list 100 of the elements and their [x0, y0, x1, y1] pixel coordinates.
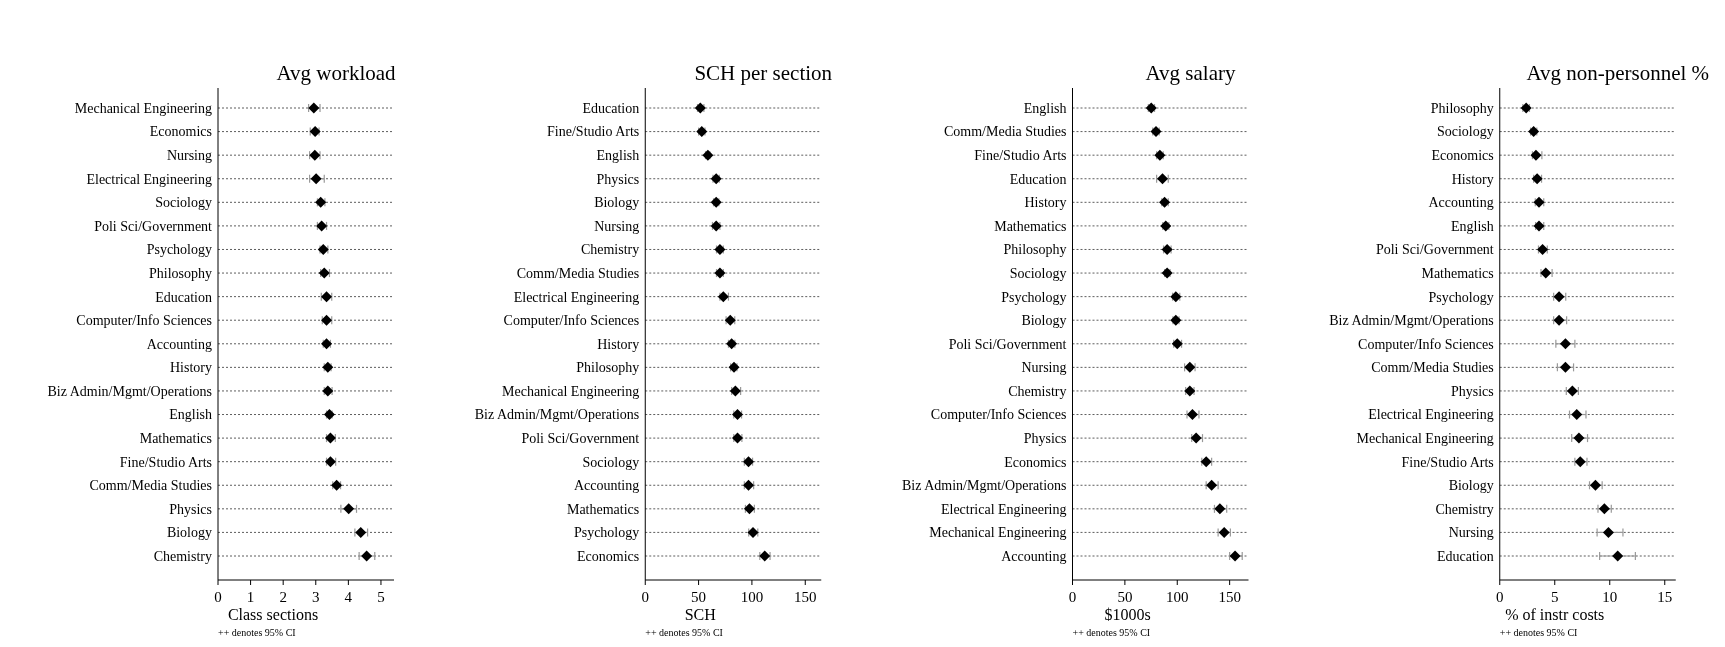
y-tick-label: Electrical Engineering: [1368, 407, 1494, 423]
point: [1571, 409, 1583, 421]
y-tick-label: Comm/Media Studies: [944, 124, 1067, 140]
y-tick-label: Mechanical Engineering: [929, 525, 1067, 541]
y-tick-label: English: [1023, 100, 1067, 116]
y-tick-label: Economics: [149, 124, 212, 140]
y-tick-label: Biology: [166, 525, 212, 541]
y-tick-label: Biz Admin/Mgmt/Operations: [1329, 313, 1494, 329]
y-tick-label: Education: [582, 100, 640, 116]
y-tick-label: Education: [1009, 171, 1067, 187]
y-tick-label: Physics: [169, 501, 212, 517]
x-axis-title: SCH: [684, 606, 717, 623]
point: [1559, 361, 1571, 373]
y-tick-label: Economics: [1004, 454, 1067, 470]
y-tick-label: Nursing: [1021, 360, 1067, 376]
chart-title: Avg non-personnel %: [1526, 61, 1710, 85]
y-tick-label: Electrical Engineering: [86, 171, 212, 187]
y-tick-label: Biz Admin/Mgmt/Operations: [47, 383, 212, 399]
y-tick-label: History: [1451, 171, 1494, 187]
y-tick-label: Poli Sci/Government: [94, 218, 213, 234]
x-tick-label: 10: [1602, 589, 1618, 605]
y-tick-label: Psychology: [146, 242, 212, 258]
y-tick-label: Comm/Media Studies: [516, 265, 640, 281]
y-tick-label: Biz Admin/Mgmt/Operations: [902, 478, 1067, 494]
y-tick-label: History: [597, 336, 640, 352]
y-tick-label: English: [169, 407, 212, 423]
y-tick-label: Chemistry: [1435, 501, 1494, 517]
point: [1612, 550, 1624, 562]
y-tick-label: History: [1024, 195, 1067, 211]
y-tick-label: Accounting: [146, 336, 212, 352]
y-tick-label: Fine/Studio Arts: [547, 124, 640, 140]
point: [1573, 432, 1585, 444]
x-tick-label: 0: [1496, 589, 1504, 605]
y-tick-label: Nursing: [594, 218, 640, 234]
x-tick-label: 50: [1117, 589, 1133, 605]
y-tick-label: Computer/Info Sciences: [503, 313, 640, 329]
text: ++ denotes 95% CI: [1072, 627, 1151, 638]
chart-title: Avg workload: [276, 61, 397, 85]
y-tick-label: Physics: [1023, 431, 1067, 447]
x-tick-label: 5: [377, 589, 385, 605]
y-tick-label: History: [170, 360, 212, 376]
y-tick-label: Poli Sci/Government: [948, 336, 1067, 352]
y-tick-label: Mechanical Engineering: [502, 383, 640, 399]
y-tick-label: Accounting: [1001, 548, 1067, 564]
x-tick-label: 150: [794, 589, 817, 605]
text: ++ denotes 95% CI: [645, 627, 723, 638]
y-tick-label: Chemistry: [153, 548, 212, 564]
y-tick-label: Mechanical Engineering: [1356, 431, 1494, 447]
x-axis-title: % of instr costs: [1505, 606, 1605, 623]
y-tick-label: Education: [1436, 548, 1494, 564]
y-tick-label: Philosophy: [148, 265, 212, 281]
x-tick-label: 150: [1218, 589, 1241, 605]
y-tick-label: Electrical Engineering: [513, 289, 640, 305]
y-tick-label: Poli Sci/Government: [1375, 242, 1494, 258]
x-tick-label: 3: [312, 589, 320, 605]
y-tick-label: Mathematics: [994, 218, 1067, 234]
y-tick-label: Economics: [577, 548, 640, 564]
x-tick-label: 5: [1551, 589, 1559, 605]
y-tick-label: Nursing: [166, 148, 212, 164]
x-axis-title: Class sections: [227, 606, 319, 623]
y-tick-label: Psychology: [573, 525, 640, 541]
y-tick-label: Philosophy: [576, 360, 640, 376]
point: [1559, 338, 1571, 350]
y-tick-label: Mathematics: [139, 431, 212, 447]
y-tick-label: Chemistry: [580, 242, 640, 258]
y-tick-label: Poli Sci/Government: [521, 431, 640, 447]
x-tick-label: 2: [279, 589, 287, 605]
chart-title: Avg salary: [1145, 61, 1236, 85]
y-tick-label: Mathematics: [1421, 265, 1494, 281]
text: ++ denotes 95% CI: [1499, 627, 1578, 638]
y-tick-label: Fine/Studio Arts: [974, 148, 1067, 164]
y-tick-label: Biology: [1448, 478, 1494, 494]
y-tick-label: Chemistry: [1008, 383, 1067, 399]
x-tick-label: 0: [1068, 589, 1077, 605]
y-tick-label: Sociology: [155, 195, 212, 211]
chart-title: SCH per section: [694, 61, 833, 85]
y-tick-label: English: [1450, 218, 1494, 234]
y-tick-label: Psychology: [1428, 289, 1494, 305]
x-tick-label: 0: [641, 589, 649, 605]
y-tick-label: Physics: [596, 171, 640, 187]
text: ++ denotes 95% CI: [218, 627, 296, 638]
y-tick-label: Sociology: [1436, 124, 1494, 140]
x-tick-label: 50: [691, 589, 707, 605]
y-tick-label: Accounting: [573, 478, 640, 494]
y-tick-label: Mathematics: [566, 501, 640, 517]
y-tick-label: Electrical Engineering: [940, 501, 1067, 517]
point: [1602, 526, 1614, 538]
y-tick-label: Mechanical Engineering: [74, 100, 212, 116]
y-tick-label: Biology: [594, 195, 640, 211]
y-tick-label: Sociology: [1009, 265, 1067, 281]
y-tick-label: Nursing: [1448, 525, 1494, 541]
y-tick-label: Psychology: [1001, 289, 1067, 305]
x-tick-label: 100: [740, 589, 764, 605]
y-tick-label: Computer/Info Sciences: [1358, 336, 1494, 352]
y-tick-label: Accounting: [1428, 195, 1494, 211]
y-tick-label: Education: [155, 289, 212, 305]
y-tick-label: Biology: [1021, 313, 1067, 329]
y-tick-label: Comm/Media Studies: [89, 478, 212, 494]
y-tick-label: Computer/Info Sciences: [930, 407, 1067, 423]
y-tick-label: Comm/Media Studies: [1371, 360, 1494, 376]
